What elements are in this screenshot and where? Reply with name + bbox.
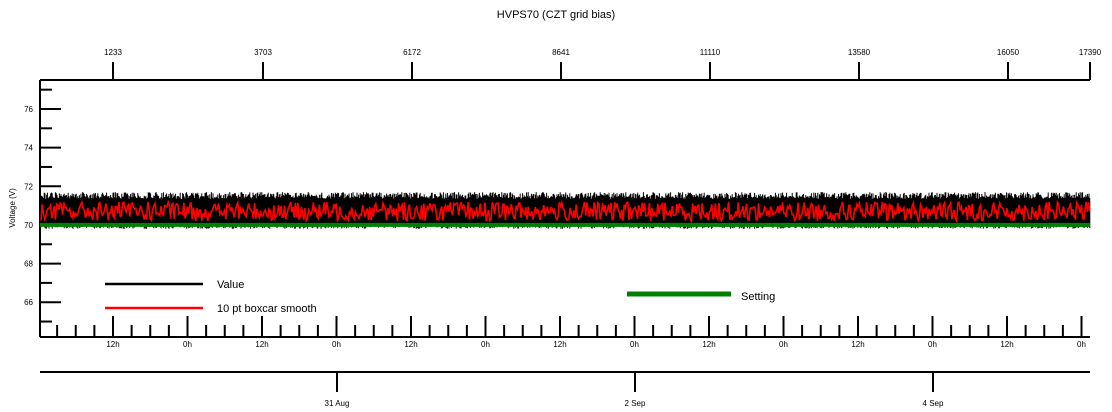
y-axis: 66 68 70 72 74 76 Voltage (V) — [8, 80, 61, 337]
legend-label-smooth: 10 pt boxcar smooth — [217, 303, 317, 315]
y-tick-label: 70 — [24, 221, 33, 230]
hour-tick-label: 0h — [630, 340, 639, 349]
date-tick-label: 31 Aug — [325, 399, 350, 408]
top-tick-label: 16050 — [997, 48, 1020, 57]
hour-tick-label: 12h — [255, 340, 268, 349]
y-tick-label: 72 — [24, 182, 33, 191]
legend: Value 10 pt boxcar smooth Setting — [105, 279, 775, 315]
top-tick-label: 13580 — [848, 48, 871, 57]
hour-tick-label: 12h — [106, 340, 119, 349]
y-tick-label: 66 — [24, 298, 33, 307]
hour-tick-label: 0h — [779, 340, 788, 349]
x-axis-dates: 31 Aug 2 Sep 4 Sep — [40, 371, 1090, 408]
top-tick-label: 17390 — [1079, 48, 1102, 57]
series-smooth — [40, 199, 1091, 224]
hour-tick-label: 0h — [183, 340, 192, 349]
hour-tick-label: 0h — [332, 340, 341, 349]
hour-tick-label: 0h — [1077, 340, 1086, 349]
top-tick-label: 11110 — [700, 48, 721, 57]
hour-tick-label: 12h — [404, 340, 417, 349]
date-tick-label: 2 Sep — [625, 399, 646, 408]
y-tick-label: 76 — [24, 105, 33, 114]
hour-tick-label: 12h — [851, 340, 864, 349]
top-tick-label: 8641 — [552, 48, 570, 57]
hour-tick-label: 0h — [481, 340, 490, 349]
x-axis-hours: 12h0h12h0h12h0h12h0h12h0h12h0h12h0h12h0h — [40, 316, 1090, 349]
y-axis-label: Voltage (V) — [8, 188, 17, 228]
y-tick-label: 74 — [24, 144, 33, 153]
top-axis: 1233 3703 6172 8641 11110 13580 16050 17390 — [40, 48, 1102, 81]
hour-tick-label: 12h — [702, 340, 715, 349]
hour-tick-label: 12h — [1000, 340, 1013, 349]
hour-tick-label: 0h — [928, 340, 937, 349]
date-tick-label: 4 Sep — [923, 399, 944, 408]
y-tick-label: 68 — [24, 260, 33, 269]
legend-label-value: Value — [217, 279, 244, 291]
hour-tick-label: 12h — [553, 340, 566, 349]
chart-title: HVPS70 (CZT grid bias) — [497, 9, 615, 21]
top-tick-label: 1233 — [104, 48, 122, 57]
series-layer — [40, 192, 1091, 229]
top-tick-label: 6172 — [403, 48, 421, 57]
top-tick-label: 3703 — [254, 48, 272, 57]
legend-label-setting: Setting — [741, 291, 775, 303]
